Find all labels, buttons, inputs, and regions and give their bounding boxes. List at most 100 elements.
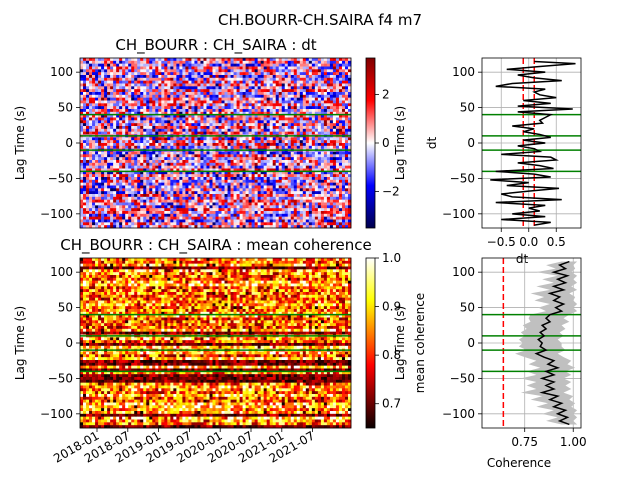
dt-heatmap-cell [296,58,301,62]
dt-heatmap-cell [230,194,234,198]
dt-heatmap-cell [119,131,123,135]
dt-heatmap-cell [92,185,96,189]
dt-heatmap-cell [80,182,84,186]
dt-heatmap-cell [233,94,237,98]
dt-heatmap-cell [200,213,204,217]
dt-heatmap-cell [92,77,96,81]
dt-heatmap-cell [254,83,258,87]
dt-heatmap-cell [110,77,114,81]
dt-heatmap-cell [296,151,301,155]
dt-heatmap-cell [290,211,295,215]
dt-heatmap-cell [302,202,307,206]
dt-heatmap-cell [161,128,165,132]
dt-heatmap-cell [242,171,246,175]
dt-heatmap-cell [110,106,114,110]
dt-heatmap-cell [182,114,186,118]
dt-heatmap-cell [158,194,162,198]
dt-heatmap-cell [194,66,198,70]
dt-heatmap-cell [113,194,117,198]
dt-heatmap-cell [149,162,153,166]
dt-heatmap-cell [338,60,343,64]
dt-heatmap-cell [332,179,337,183]
dt-heatmap-cell [83,126,87,130]
dt-heatmap-cell [89,137,93,141]
dt-heatmap-cell [236,69,240,73]
dt-heatmap-cell [284,66,289,70]
dt-heatmap-cell [320,196,325,200]
dt-heatmap-cell [131,83,135,87]
dt-heatmap-cell [143,143,147,147]
dt-heatmap-cell [242,86,246,90]
dt-heatmap-cell [335,131,340,135]
dt-heatmap-cell [347,205,352,209]
dt-heatmap-cell [161,69,165,73]
dt-heatmap-cell [137,120,141,124]
dt-heatmap-cell [170,185,174,189]
dt-heatmap-cell [251,162,255,166]
dt-heatmap-cell [134,137,138,141]
dt-heatmap-cell [200,194,204,198]
dt-heatmap-cell [269,174,274,178]
dt-heatmap-cell [236,109,240,113]
dt-heatmap-cell [278,145,283,149]
dt-heatmap-cell [275,199,280,203]
dt-heatmap-cell [104,86,108,90]
dt-heatmap-cell [131,123,135,127]
dt-heatmap-cell [347,60,352,64]
dt-heatmap-cell [206,143,210,147]
dt-heatmap-cell [113,58,117,62]
dt-heatmap-cell [326,123,331,127]
dt-heatmap-cell [308,196,313,200]
dt-heatmap-cell [263,162,267,166]
dt-heatmap-cell [344,211,349,215]
dt-heatmap-cell [164,92,168,96]
dt-heatmap-cell [113,205,117,209]
dt-heatmap-cell [215,100,219,104]
dt-heatmap-cell [287,140,292,144]
dt-heatmap-cell [194,89,198,93]
dt-heatmap-cell [194,151,198,155]
dt-heatmap-cell [215,191,219,195]
dt-heatmap-cell [107,92,111,96]
dt-heatmap-cell [305,72,310,76]
dt-heatmap-cell [131,63,135,67]
dt-heatmap-cell [347,109,352,113]
dt-heatmap-cell [212,94,216,98]
dt-heatmap-cell [287,123,292,127]
dt-heatmap-cell [272,83,277,87]
dt-heatmap-cell [323,196,328,200]
dt-heatmap-cell [284,202,289,206]
dt-heatmap-cell [218,145,222,149]
dt-heatmap-cell [86,143,90,147]
dt-heatmap-cell [230,137,234,141]
dt-heatmap-cell [341,188,346,192]
dt-heatmap-cell [293,109,298,113]
dt-heatmap-cell [188,211,192,215]
dt-heatmap-cell [116,60,120,64]
dt-heatmap-cell [302,60,307,64]
dt-heatmap-cell [161,208,165,212]
dt-heatmap-cell [257,205,261,209]
dt-heatmap-cell [116,162,120,166]
dt-heatmap-cell [182,177,186,181]
dt-heatmap-cell [338,202,343,206]
dt-heatmap-cell [101,168,105,172]
dt-heatmap-cell [149,80,153,84]
dt-heatmap-cell [110,182,114,186]
dt-heatmap-cell [191,211,195,215]
dt-heatmap-cell [233,128,237,132]
dt-heatmap-cell [107,194,111,198]
dt-heatmap-cell [185,168,189,172]
dt-heatmap-cell [131,165,135,169]
dt-heatmap-cell [335,94,340,98]
dt-heatmap-cell [275,97,280,101]
dt-heatmap-cell [95,213,99,217]
dt-heatmap-cell [128,126,132,130]
dt-heatmap-cell [329,128,334,132]
dt-heatmap-cell [227,114,231,118]
dt-heatmap-cell [167,211,171,215]
dt-heatmap-cell [329,126,334,130]
dt-heatmap-cell [332,75,337,79]
dt-heatmap-cell [200,126,204,130]
dt-heatmap-cell [155,106,159,110]
